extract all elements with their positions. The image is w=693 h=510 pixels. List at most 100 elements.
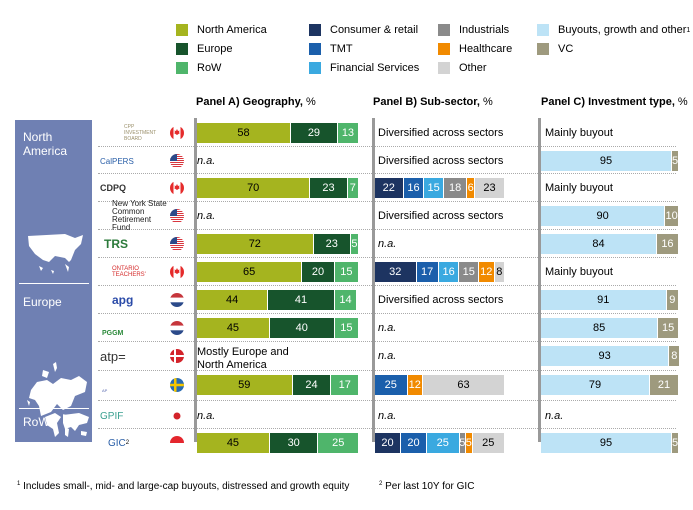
bar-segment-north-america: 58	[197, 123, 291, 143]
panel-b-unit: %	[479, 96, 493, 108]
panel-a-bar: 44 41 14	[197, 290, 358, 310]
row-divider	[98, 285, 676, 286]
legend-item-europe: Europe	[176, 43, 232, 55]
bar-segment-other: 63	[423, 375, 505, 395]
panel-c-bar: 85 15	[541, 318, 679, 338]
bar-segment-buyouts-growth-and-other: 93	[541, 346, 670, 366]
fund-logo-text: GPIF	[100, 410, 124, 422]
panel-b-title: Panel B) Sub-sector, %	[373, 96, 493, 108]
bar-segment-north-america: 72	[197, 234, 314, 254]
row-divider	[98, 257, 676, 258]
footnote-ref: 2	[125, 440, 130, 446]
fund-logo-text: PGGM	[102, 329, 124, 337]
footnote-2: 2 Per last 10Y for GIC	[379, 481, 474, 492]
bar-segment-industrials: 15	[459, 262, 479, 282]
panel-b-note: Diversified across sectors	[378, 294, 504, 306]
panel-c-bar: 95 5	[541, 433, 679, 453]
bar-segment-row: 13	[337, 123, 359, 143]
bar-segment-europe: 23	[313, 234, 351, 254]
panel-b-note: n.a.	[378, 238, 397, 250]
fund-logo-8: PGGM	[98, 315, 123, 341]
legend-item-north-america: North America	[176, 24, 267, 36]
fund-logo-text: CalPERS	[100, 156, 134, 166]
fund-logo-text: CPP INVESTMENT BOARD	[124, 124, 157, 142]
panel-a-bar: 59 24 17	[197, 375, 359, 395]
flag-netherlands-icon	[170, 321, 184, 335]
fund-logo-text: New York State Common Retirement Fund	[112, 199, 167, 232]
bar-segment-europe: 29	[290, 123, 338, 143]
bar-segment-other: 25	[472, 433, 505, 453]
bar-segment-financial-services: 15	[424, 178, 444, 198]
bar-segment-europe: 20	[302, 262, 335, 282]
row-divider	[98, 341, 676, 342]
panel-c-bar: 84 16	[541, 234, 679, 254]
fund-logo-text: atp=	[100, 348, 126, 364]
flag-japan-icon	[170, 409, 184, 423]
bar-segment-row: 17	[331, 375, 359, 395]
bar-segment-buyouts-growth-and-other: 90	[541, 206, 666, 226]
bar-segment-vc: 5	[672, 433, 679, 453]
panel-a-title: Panel A) Geography, %	[196, 96, 316, 108]
panel-a-bar: 45 40 15	[197, 318, 359, 338]
panel-b-bar: 22 16 15 18 6 23	[375, 178, 505, 198]
flag-canada-icon	[170, 126, 184, 140]
legend-item-financial-services: Financial Services	[309, 62, 419, 74]
bar-segment-vc: 21	[650, 375, 679, 395]
row-divider	[98, 201, 676, 202]
footnote-text: Per last 10Y for GIC	[382, 481, 475, 492]
bar-segment-europe: 40	[269, 318, 335, 338]
panel-b-title-text: Panel B) Sub-sector,	[373, 96, 480, 108]
panel-c-note: n.a.	[545, 410, 564, 422]
row-divider	[98, 173, 676, 174]
panel-c-bar: 95 5	[541, 151, 679, 171]
legend-label: Healthcare	[459, 43, 513, 55]
bar-segment-north-america: 70	[197, 178, 311, 198]
bar-segment-europe: 41	[268, 290, 335, 310]
panel-a-note: n.a.	[197, 210, 216, 222]
bar-segment-vc: 9	[666, 290, 679, 310]
legend-swatch	[176, 43, 188, 55]
panel-a-bar: 65 20 15	[197, 262, 359, 282]
footnote-marker: 2	[379, 481, 383, 487]
fund-logo-3: CDPQ	[98, 175, 126, 201]
legend-item-healthcare: Healthcare	[438, 43, 512, 55]
bar-segment-europe: 30	[269, 433, 319, 453]
bar-segment-north-america: 45	[197, 318, 270, 338]
panel-a-bar: 45 30 25	[197, 433, 359, 453]
bar-segment-healthcare: 6	[467, 178, 476, 198]
fund-logo-text: AP	[102, 387, 108, 393]
bar-segment-row: 15	[334, 318, 359, 338]
europe-map-icon	[27, 362, 87, 420]
bar-segment-healthcare: 5	[466, 433, 473, 453]
legend-swatch	[309, 24, 321, 36]
bar-segment-tmt: 25	[375, 375, 408, 395]
flag-usa-icon	[170, 237, 184, 251]
fund-logo-text: TRS	[104, 237, 128, 251]
legend-label: RoW	[197, 62, 222, 74]
bar-segment-other: 23	[475, 178, 505, 198]
legend-swatch	[537, 24, 549, 36]
fund-logo-6: ONTARIO TEACHERS'	[98, 259, 148, 285]
legend-label: VC	[558, 43, 574, 55]
bar-segment-buyouts-growth-and-other: 79	[541, 375, 651, 395]
footnote-marker: 1	[17, 481, 21, 487]
bar-segment-financial-services: 25	[427, 433, 460, 453]
flag-canada-icon	[170, 265, 184, 279]
fund-logo-1: CPP INVESTMENT BOARD	[98, 120, 158, 146]
bar-segment-healthcare: 12	[478, 262, 495, 282]
region-label-row: RoW	[23, 415, 50, 429]
footnote-text: Includes small-, mid- and large-cap buyo…	[20, 481, 350, 492]
legend-swatch	[438, 62, 450, 74]
flag-denmark-icon	[170, 349, 184, 363]
legend-label: Financial Services	[330, 62, 420, 74]
note-line: North America	[197, 359, 267, 371]
footnote-1: 1 Includes small-, mid- and large-cap bu…	[17, 481, 349, 492]
region-divider	[19, 408, 89, 409]
legend-item-consumer-retail: Consumer & retail	[309, 24, 418, 36]
legend-item-tmt: TMT	[309, 43, 353, 55]
row-divider	[98, 370, 676, 371]
bar-segment-north-america: 45	[197, 433, 270, 453]
footnote-ref: 1	[686, 26, 691, 34]
flag-netherlands-icon	[170, 293, 184, 307]
